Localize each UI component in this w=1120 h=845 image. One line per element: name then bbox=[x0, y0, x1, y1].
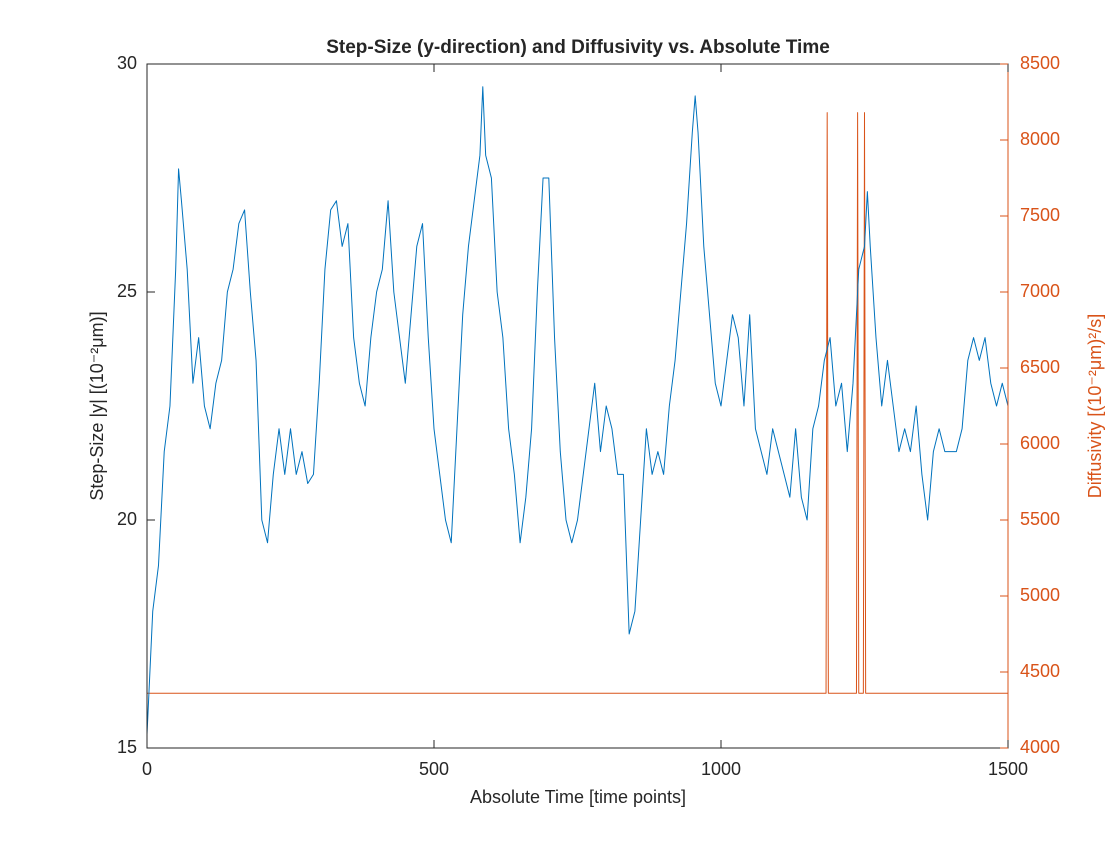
y2-tick-label: 7000 bbox=[1020, 281, 1060, 301]
y2-axis-label: Diffusivity [(10⁻²μm)²/s] bbox=[1085, 314, 1105, 499]
y2-tick-label: 5500 bbox=[1020, 509, 1060, 529]
x-tick-label: 1500 bbox=[988, 759, 1028, 779]
x-tick-label: 500 bbox=[419, 759, 449, 779]
y2-tick-label: 6500 bbox=[1020, 357, 1060, 377]
data-line bbox=[147, 112, 1008, 694]
y2-tick-label: 7500 bbox=[1020, 205, 1060, 225]
y2-tick-label: 4500 bbox=[1020, 661, 1060, 681]
data-line bbox=[146, 86, 1009, 735]
x-tick-label: 0 bbox=[142, 759, 152, 779]
y2-tick-label: 4000 bbox=[1020, 737, 1060, 757]
y-tick-label: 25 bbox=[117, 281, 137, 301]
y2-tick-label: 6000 bbox=[1020, 433, 1060, 453]
y2-tick-label: 5000 bbox=[1020, 585, 1060, 605]
y-tick-label: 15 bbox=[117, 737, 137, 757]
y-tick-label: 30 bbox=[117, 53, 137, 73]
chart-title: Step-Size (y-direction) and Diffusivity … bbox=[326, 37, 830, 58]
x-tick-label: 1000 bbox=[701, 759, 741, 779]
y-axis-label: Step-Size |y| [(10⁻²μm)] bbox=[87, 311, 107, 500]
y2-tick-label: 8000 bbox=[1020, 129, 1060, 149]
y2-tick-label: 8500 bbox=[1020, 53, 1060, 73]
x-axis-label: Absolute Time [time points] bbox=[470, 787, 686, 807]
y-tick-label: 20 bbox=[117, 509, 137, 529]
